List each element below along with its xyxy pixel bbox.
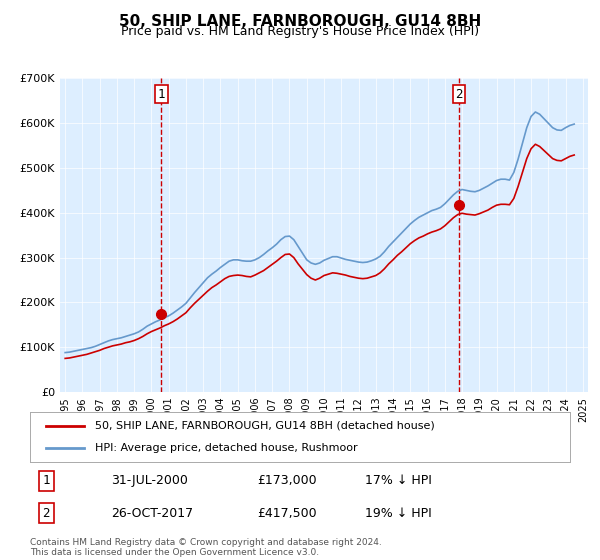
Text: 2: 2 xyxy=(455,88,463,101)
Text: 1: 1 xyxy=(158,88,165,101)
Text: 50, SHIP LANE, FARNBOROUGH, GU14 8BH: 50, SHIP LANE, FARNBOROUGH, GU14 8BH xyxy=(119,14,481,29)
Text: 1: 1 xyxy=(43,474,50,487)
Text: Contains HM Land Registry data © Crown copyright and database right 2024.: Contains HM Land Registry data © Crown c… xyxy=(30,538,382,547)
Text: This data is licensed under the Open Government Licence v3.0.: This data is licensed under the Open Gov… xyxy=(30,548,319,557)
Text: 31-JUL-2000: 31-JUL-2000 xyxy=(111,474,188,487)
Text: HPI: Average price, detached house, Rushmoor: HPI: Average price, detached house, Rush… xyxy=(95,443,358,453)
Text: 17% ↓ HPI: 17% ↓ HPI xyxy=(365,474,431,487)
Text: 26-OCT-2017: 26-OCT-2017 xyxy=(111,507,193,520)
Text: 50, SHIP LANE, FARNBOROUGH, GU14 8BH (detached house): 50, SHIP LANE, FARNBOROUGH, GU14 8BH (de… xyxy=(95,421,434,431)
Text: £173,000: £173,000 xyxy=(257,474,316,487)
Text: 2: 2 xyxy=(43,507,50,520)
Text: £417,500: £417,500 xyxy=(257,507,316,520)
Text: Price paid vs. HM Land Registry's House Price Index (HPI): Price paid vs. HM Land Registry's House … xyxy=(121,25,479,38)
Text: 19% ↓ HPI: 19% ↓ HPI xyxy=(365,507,431,520)
